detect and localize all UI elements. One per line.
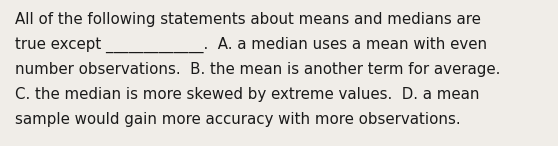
Text: number observations.  B. the mean is another term for average.: number observations. B. the mean is anot… [15,62,501,77]
Text: C. the median is more skewed by extreme values.  D. a mean: C. the median is more skewed by extreme … [15,87,479,102]
Text: All of the following statements about means and medians are: All of the following statements about me… [15,12,481,27]
Text: true except _____________.  A. a median uses a mean with even: true except _____________. A. a median u… [15,37,487,53]
Text: sample would gain more accuracy with more observations.: sample would gain more accuracy with mor… [15,112,460,127]
